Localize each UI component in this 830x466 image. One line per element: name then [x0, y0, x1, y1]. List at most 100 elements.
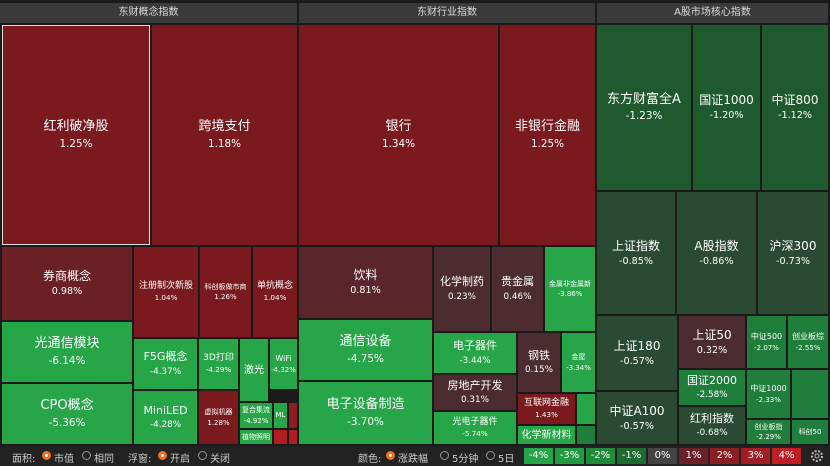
tile-name: 创业板指 [754, 422, 783, 431]
tile-name: 贵金属 [501, 275, 534, 289]
tile-change: 1.18% [207, 137, 241, 150]
tile[interactable]: 注册制次新股 1.04% [134, 247, 198, 337]
tile-name: 化学新材料 [521, 429, 572, 441]
tile-name: 金属非金属新 [549, 279, 591, 288]
radio[interactable] [386, 451, 395, 460]
legend-swatch: 3% [741, 448, 770, 464]
tile[interactable] [792, 370, 828, 418]
tile[interactable]: 复合集流 -4.92% [240, 403, 272, 428]
tile[interactable]: 饮料 0.81% [299, 247, 432, 318]
tile-change: -4.92% [243, 416, 269, 425]
option[interactable]: 相同 [94, 454, 114, 465]
tile[interactable]: MiniLED -4.28% [134, 391, 197, 444]
tile-name: 上证指数 [611, 238, 660, 253]
label: 颜色: [358, 454, 382, 465]
tile[interactable]: 光电子器件 -5.74% [434, 412, 516, 444]
radio[interactable] [198, 451, 207, 460]
tile-name: CPO概念 [40, 398, 94, 414]
tile-name: 电子器件 [453, 339, 497, 353]
tile[interactable]: 化学新材料 [518, 426, 575, 444]
tile-change: -0.85% [619, 255, 653, 267]
tile-name: 通信设备 [339, 334, 392, 350]
tile[interactable]: 中证800 -1.12% [762, 25, 828, 190]
radio[interactable] [82, 451, 91, 460]
panel-header: A股市场核心指数 [597, 3, 828, 23]
tile-name: 东方财富全A [607, 91, 681, 107]
tile-change: 1.25% [530, 137, 564, 150]
tile[interactable]: 科创50 [792, 420, 828, 444]
tile-change: -2.33% [756, 395, 781, 404]
tile[interactable]: 跨境支付 1.18% [152, 25, 297, 245]
tile[interactable]: 上证180 -0.57% [597, 316, 677, 390]
tile[interactable]: 红利指数 -0.68% [679, 407, 745, 444]
tile[interactable]: 东方财富全A -1.23% [597, 25, 691, 190]
tile[interactable]: 科创板做市商 1.26% [200, 247, 251, 337]
tile[interactable] [577, 426, 595, 444]
tile-name: WiFi [275, 353, 292, 363]
tile[interactable]: 中证500 -2.07% [747, 316, 786, 368]
tile[interactable] [289, 403, 297, 428]
tile[interactable]: ML [274, 403, 287, 428]
tile[interactable]: 植物照明 [240, 430, 272, 444]
tile[interactable]: 3D打印 -4.29% [199, 339, 238, 389]
tile-name: 光电子器件 [452, 416, 498, 427]
settings-icon[interactable] [810, 449, 824, 463]
tile-name: 3D打印 [203, 352, 234, 363]
tile[interactable]: 券商概念 0.98% [2, 247, 132, 320]
panel-header: 东财概念指数 [0, 3, 297, 23]
option[interactable]: 开启 [170, 454, 190, 465]
tile[interactable]: 上证指数 -0.85% [597, 192, 675, 314]
tile[interactable]: 电子器件 -3.44% [434, 333, 516, 373]
tile[interactable] [577, 394, 595, 424]
tile[interactable]: 上证50 0.32% [679, 316, 745, 368]
tile-change: -0.57% [620, 355, 654, 367]
tile[interactable]: 创业板综 -2.55% [788, 316, 828, 368]
legend-swatch: -3% [555, 448, 584, 464]
tile[interactable]: 创业板指 -2.29% [747, 420, 790, 444]
option[interactable]: 5分钟 [452, 454, 479, 465]
tile-name: 虚拟机器 [204, 408, 233, 416]
tile[interactable]: 沪深300 -0.73% [758, 192, 828, 314]
radio[interactable] [440, 451, 449, 460]
tile-change: -4.29% [205, 365, 232, 375]
tile[interactable]: 中证A100 -0.57% [597, 392, 677, 444]
option[interactable]: 关闭 [210, 454, 230, 465]
tile[interactable]: 金屋 -3.34% [562, 333, 595, 392]
option[interactable]: 5日 [498, 454, 515, 465]
tile-name: 国证1000 [699, 93, 754, 108]
radio[interactable] [42, 451, 51, 460]
tile[interactable]: 激光 [240, 339, 268, 401]
tile[interactable]: 金属非金属新 -3.86% [545, 247, 595, 331]
tile-change: -2.55% [795, 343, 821, 352]
tile[interactable]: 互联网金融 1.43% [518, 394, 575, 424]
tile[interactable]: 钢铁 0.15% [518, 333, 560, 392]
tile[interactable]: 中证1000 -2.33% [747, 370, 790, 418]
tile[interactable]: 国证1000 -1.20% [693, 25, 760, 190]
tile[interactable]: 虚拟机器 1.28% [199, 391, 238, 444]
tile[interactable] [289, 430, 297, 444]
tile[interactable]: 光通信模块 -6.14% [2, 322, 132, 382]
option[interactable]: 涨跌幅 [398, 454, 428, 465]
tile[interactable]: 电子设备制造 -3.70% [299, 382, 432, 444]
tile[interactable] [274, 430, 287, 444]
tile[interactable]: A股指数 -0.86% [677, 192, 756, 314]
tile-name: ML [275, 411, 286, 420]
tile-name: 房地产开发 [447, 378, 503, 392]
tile[interactable]: F5G概念 -4.37% [134, 339, 197, 389]
tile[interactable]: CPO概念 -5.36% [2, 384, 132, 444]
tile[interactable]: WiFi -4.32% [270, 339, 297, 389]
tile[interactable]: 非银行金融 1.25% [500, 25, 595, 245]
tile[interactable]: 通信设备 -4.75% [299, 320, 432, 380]
radio[interactable] [486, 451, 495, 460]
tile[interactable]: 银行 1.34% [299, 25, 498, 245]
option[interactable]: 市值 [54, 454, 74, 465]
tile[interactable]: 单抗概念 1.04% [253, 247, 297, 337]
radio[interactable] [158, 451, 167, 460]
tile[interactable]: 房地产开发 0.31% [434, 375, 516, 410]
tile[interactable]: 化学制药 0.23% [434, 247, 490, 331]
tile[interactable]: 红利破净股 1.25% [2, 25, 150, 245]
tile[interactable]: 国证2000 -2.58% [679, 370, 745, 405]
tile[interactable]: 贵金属 0.46% [492, 247, 543, 331]
tile-change: 1.04% [154, 293, 178, 303]
